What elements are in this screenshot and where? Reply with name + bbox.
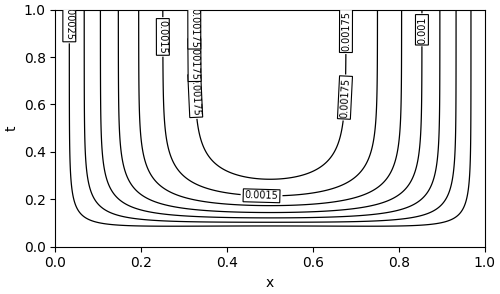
Text: 0.0015: 0.0015 <box>158 20 168 54</box>
Text: 0.00025: 0.00025 <box>64 0 74 40</box>
Text: 0.001: 0.001 <box>417 16 427 44</box>
X-axis label: x: x <box>266 276 274 290</box>
Text: 0.00175: 0.00175 <box>190 76 201 116</box>
Text: 0.00175: 0.00175 <box>190 8 200 48</box>
Text: 0.0015: 0.0015 <box>244 190 278 201</box>
Text: 0.00175: 0.00175 <box>339 77 351 118</box>
Text: 0.00175: 0.00175 <box>190 40 200 80</box>
Y-axis label: t: t <box>4 125 18 131</box>
Text: 0.00175: 0.00175 <box>341 11 351 51</box>
